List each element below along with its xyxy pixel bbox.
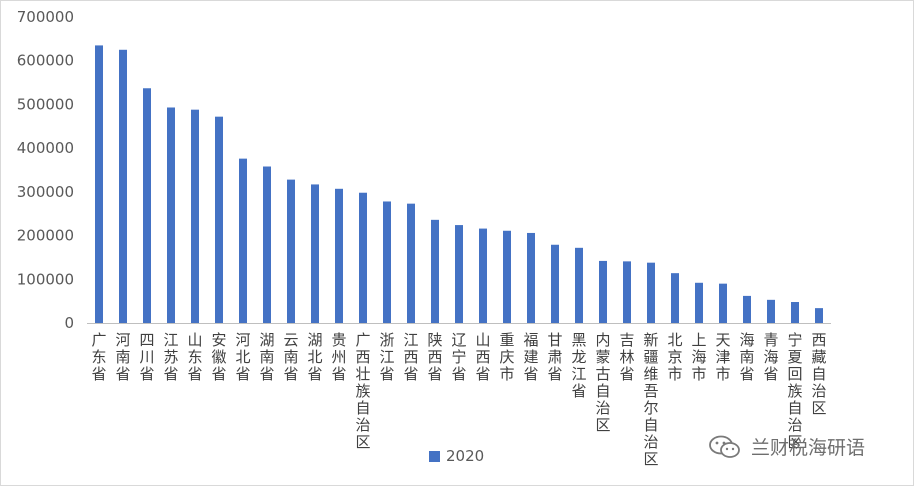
category-label: 江西省 — [403, 331, 418, 383]
bar — [215, 116, 223, 323]
y-tick-label: 100000 — [17, 270, 74, 288]
y-tick-label: 700000 — [17, 8, 74, 26]
watermark-text: 兰财税海研语 — [751, 437, 866, 459]
category-label: 上海市 — [691, 331, 706, 383]
category-label: 山西省 — [475, 331, 490, 383]
bar — [335, 188, 343, 323]
category-label: 北京市 — [667, 331, 682, 383]
bar — [695, 282, 703, 323]
y-axis: 0 100000 200000 300000 400000 500000 600000 700… — [17, 8, 74, 332]
category-label: 湖北省 — [307, 331, 322, 383]
y-tick-label: 500000 — [17, 95, 74, 113]
category-labels: 广东省河南省四川省江苏省山东省安徽省河北省湖南省云南省湖北省贵州省广西壮族自治区… — [91, 331, 826, 468]
y-tick-label: 600000 — [17, 52, 74, 70]
watermark: 兰财税海研语 — [707, 433, 865, 460]
bar — [719, 283, 727, 323]
bar — [359, 192, 367, 323]
category-label: 湖南省 — [259, 331, 274, 383]
category-label: 陕西省 — [427, 331, 442, 383]
legend: 2020 — [429, 447, 484, 465]
y-tick-label: 400000 — [17, 139, 74, 157]
category-label: 广西壮族自治区 — [355, 331, 370, 451]
bar — [311, 184, 319, 323]
bar — [431, 219, 439, 323]
category-label: 江苏省 — [163, 331, 178, 383]
bar — [119, 49, 127, 324]
legend-swatch — [429, 450, 440, 462]
category-label: 甘肃省 — [547, 331, 562, 383]
category-label: 河南省 — [115, 331, 130, 383]
bar — [575, 247, 583, 323]
y-tick-label: 200000 — [17, 227, 74, 245]
category-label: 黑龙江省 — [571, 331, 586, 400]
category-label: 内蒙古自治区 — [595, 331, 610, 434]
bar — [647, 262, 655, 323]
bar — [191, 109, 199, 323]
bar — [527, 232, 535, 323]
bar — [95, 45, 103, 324]
bar — [263, 166, 271, 323]
bar — [551, 244, 559, 323]
category-label: 云南省 — [283, 331, 298, 383]
category-label: 福建省 — [523, 331, 538, 383]
category-label: 浙江省 — [379, 331, 394, 383]
category-label: 海南省 — [739, 331, 754, 383]
y-tick-label: 300000 — [17, 183, 74, 201]
bar — [287, 179, 295, 323]
bar — [167, 107, 175, 323]
bar — [143, 88, 151, 323]
category-label: 青海省 — [763, 331, 778, 383]
bars — [95, 45, 823, 324]
bar — [455, 225, 463, 323]
bar — [791, 302, 799, 323]
bar — [671, 273, 679, 323]
legend-label: 2020 — [446, 447, 485, 465]
category-label: 吉林省 — [619, 331, 634, 383]
bar — [815, 308, 823, 323]
category-label: 贵州省 — [331, 331, 346, 383]
category-label: 天津市 — [715, 331, 730, 383]
category-label: 山东省 — [187, 331, 202, 383]
bar — [383, 201, 391, 323]
category-label: 西藏自治区 — [811, 331, 826, 417]
category-label: 重庆市 — [499, 331, 514, 383]
bar — [743, 295, 751, 323]
category-label: 宁夏回族自治区 — [787, 331, 802, 451]
bar — [407, 203, 415, 323]
category-label: 安徽省 — [211, 331, 226, 383]
category-label: 新疆维吾尔自治区 — [643, 331, 658, 468]
bar — [599, 260, 607, 323]
bar — [479, 228, 487, 323]
category-label: 辽宁省 — [451, 331, 466, 383]
bar — [503, 230, 511, 323]
y-tick-label: 0 — [64, 314, 74, 332]
category-label: 广东省 — [91, 331, 106, 383]
category-label: 四川省 — [139, 331, 154, 383]
bar — [623, 261, 631, 323]
bar — [239, 158, 247, 323]
bar — [767, 299, 775, 323]
category-label: 河北省 — [235, 331, 250, 383]
wechat-icon — [709, 435, 740, 458]
